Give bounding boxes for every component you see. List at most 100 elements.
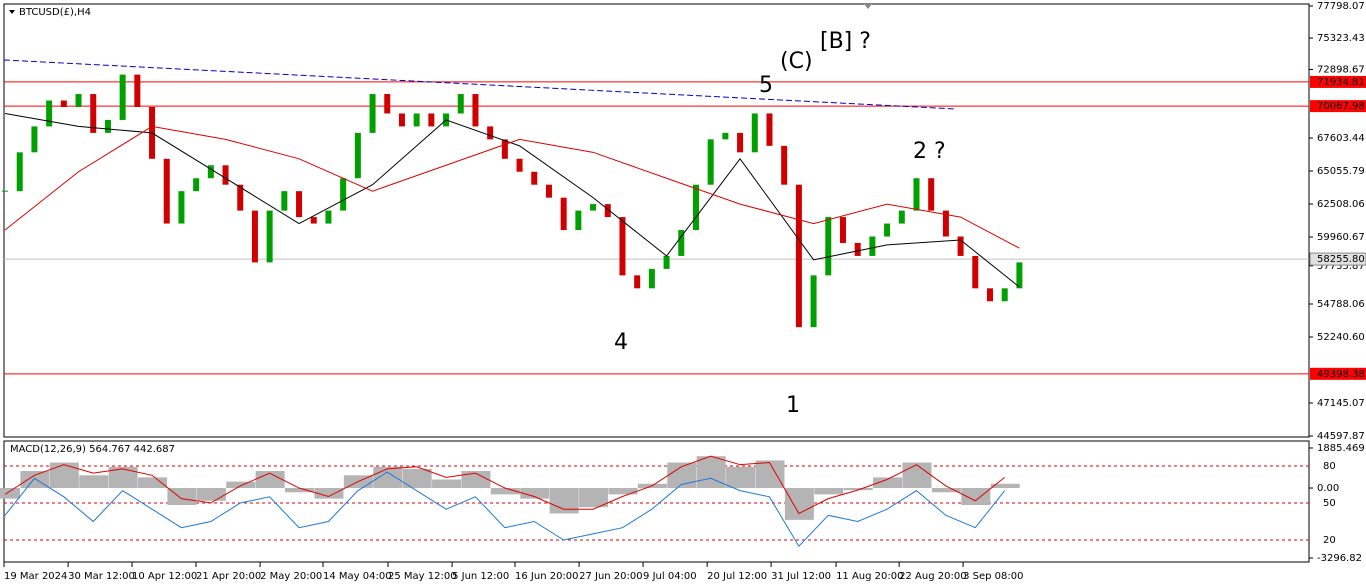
candle bbox=[281, 191, 288, 211]
y-tick-label: 47145.07 bbox=[1317, 398, 1365, 409]
candle bbox=[60, 100, 67, 107]
candle bbox=[325, 210, 332, 224]
y-tick-label: 54788.06 bbox=[1317, 299, 1365, 310]
candle bbox=[781, 145, 788, 185]
indicator-title: MACD(12,26,9) 564.767 442.687 bbox=[10, 444, 175, 455]
candle bbox=[604, 204, 611, 218]
histogram-bar bbox=[461, 471, 491, 489]
wave-label: 5 bbox=[759, 73, 773, 98]
x-tick-label: 9 Jul 04:00 bbox=[643, 571, 697, 582]
histogram-bar bbox=[373, 466, 403, 489]
candle bbox=[104, 119, 111, 133]
symbol-title: BTCUSD(£),H4 bbox=[19, 7, 91, 18]
level-label: 70067.98 bbox=[1317, 101, 1365, 112]
candle bbox=[854, 242, 861, 256]
candle bbox=[472, 94, 479, 127]
candle bbox=[663, 255, 670, 269]
indicator-tick-label: 1885.469 bbox=[1317, 443, 1365, 454]
candle bbox=[75, 94, 82, 107]
candle bbox=[457, 94, 464, 114]
candle bbox=[766, 113, 773, 146]
x-tick-label: 5 Jun 12:00 bbox=[452, 571, 509, 582]
y-tick-label: 57735.87 bbox=[1317, 261, 1365, 272]
candle bbox=[413, 113, 420, 127]
candle bbox=[1016, 262, 1023, 289]
x-tick-label: 31 Jul 12:00 bbox=[771, 571, 831, 582]
histogram-bar bbox=[990, 483, 1020, 489]
histogram-bar bbox=[931, 488, 961, 493]
moving-average bbox=[4, 125, 1020, 249]
y-tick-label: 44597.87 bbox=[1317, 431, 1365, 442]
candle bbox=[825, 217, 832, 276]
histogram-bar bbox=[520, 488, 550, 499]
candle bbox=[928, 178, 935, 211]
indicator-level-label: 20 bbox=[1323, 535, 1336, 546]
histogram-bar bbox=[961, 488, 991, 506]
histogram-bar bbox=[755, 460, 785, 489]
menu-arrow[interactable] bbox=[9, 10, 15, 14]
moving-average bbox=[4, 112, 1020, 288]
candle bbox=[310, 217, 317, 224]
candle bbox=[487, 126, 494, 140]
histogram-bar bbox=[0, 488, 21, 499]
y-tick-label: 52240.60 bbox=[1317, 332, 1365, 343]
candle bbox=[898, 210, 905, 224]
candle bbox=[913, 178, 920, 211]
candle bbox=[722, 132, 729, 140]
candle bbox=[251, 210, 258, 263]
candle bbox=[957, 236, 964, 256]
candle bbox=[46, 100, 53, 127]
candle bbox=[751, 113, 758, 153]
candle bbox=[90, 94, 97, 133]
level-box bbox=[1310, 367, 1366, 380]
histogram-bar bbox=[49, 462, 79, 489]
wave-label: (C) bbox=[780, 49, 813, 74]
candle bbox=[163, 158, 170, 224]
histogram-bar bbox=[726, 466, 756, 489]
histogram-bar bbox=[490, 488, 520, 495]
candle bbox=[810, 275, 817, 328]
indicator-tick-label: -3296.82 bbox=[1317, 553, 1362, 564]
indicator-line bbox=[4, 455, 1006, 515]
histogram-bar bbox=[255, 471, 285, 489]
indicator-level-label: 50 bbox=[1323, 498, 1336, 509]
level-label: 49398.38 bbox=[1317, 369, 1365, 380]
level-label: 58255.80 bbox=[1317, 254, 1365, 265]
x-tick-label: 2 May 20:00 bbox=[260, 571, 322, 582]
x-tick-label: 3 Sep 08:00 bbox=[963, 571, 1023, 582]
candle bbox=[296, 191, 303, 218]
x-tick-label: 11 Aug 20:00 bbox=[836, 571, 903, 582]
candle bbox=[884, 223, 891, 237]
indicator-panel bbox=[3, 440, 1310, 563]
indicator-level-label: 80 bbox=[1323, 461, 1336, 472]
histogram-bar bbox=[579, 488, 609, 508]
level-box bbox=[1309, 252, 1366, 266]
trendline bbox=[3, 59, 955, 110]
level-label: 71934.81 bbox=[1317, 77, 1365, 88]
histogram-bar bbox=[20, 471, 50, 489]
x-tick-label: 30 Mar 12:00 bbox=[68, 571, 135, 582]
candle bbox=[134, 74, 141, 107]
y-tick-label: 75323.43 bbox=[1317, 33, 1365, 44]
candle bbox=[869, 236, 876, 256]
x-tick-label: 27 Jun 20:00 bbox=[579, 571, 643, 582]
level-box bbox=[1310, 75, 1366, 88]
candle bbox=[16, 152, 23, 192]
candle bbox=[942, 210, 949, 237]
wave-label: 1 bbox=[786, 393, 800, 418]
candle bbox=[560, 197, 567, 231]
y-tick-label: 62508.06 bbox=[1317, 199, 1365, 210]
x-tick-label: 14 May 04:00 bbox=[323, 571, 392, 582]
candle bbox=[648, 268, 655, 289]
histogram-bar bbox=[402, 468, 432, 489]
histogram-bar bbox=[285, 488, 315, 493]
candle bbox=[222, 165, 229, 185]
x-tick-label: 16 Jun 20:00 bbox=[515, 571, 579, 582]
shift-marker bbox=[864, 4, 872, 9]
y-tick-label: 72898.67 bbox=[1317, 64, 1365, 75]
histogram-bar bbox=[432, 479, 462, 489]
x-tick-label: 20 Jul 12:00 bbox=[707, 571, 767, 582]
y-tick-label: 67603.44 bbox=[1317, 133, 1365, 144]
histogram-bar bbox=[79, 475, 109, 489]
candle bbox=[237, 184, 244, 211]
